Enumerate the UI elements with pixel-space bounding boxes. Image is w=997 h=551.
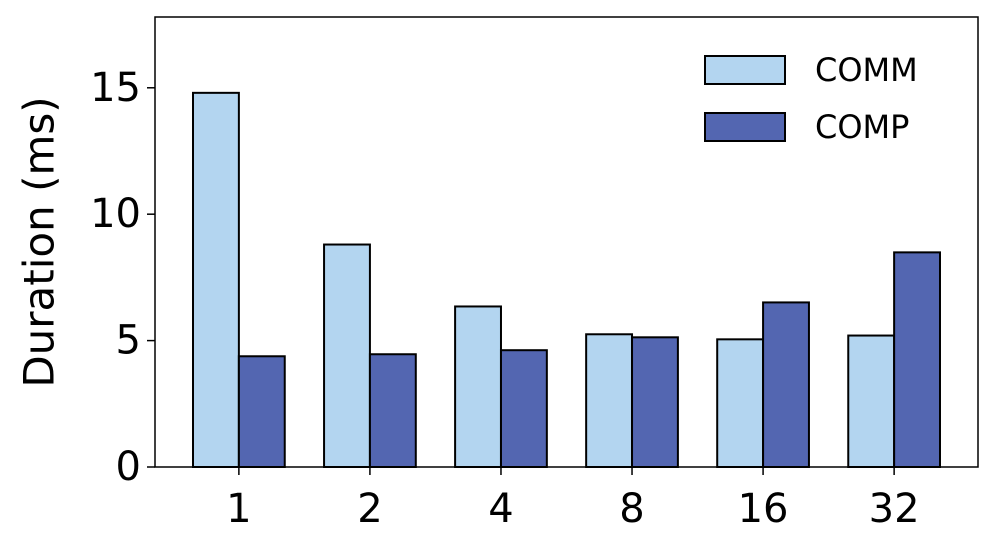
x-tick-label: 1 <box>226 486 251 532</box>
y-tick-label: 10 <box>90 191 141 237</box>
x-tick-label: 4 <box>488 486 513 532</box>
bar <box>192 91 240 469</box>
x-tick-label: 2 <box>357 486 382 532</box>
bar <box>893 251 941 468</box>
y-tick-label: 5 <box>116 318 141 364</box>
bar <box>499 349 548 468</box>
plot-frame <box>154 16 979 468</box>
bar <box>454 305 502 468</box>
bar <box>585 333 634 468</box>
legend-swatch <box>704 55 786 85</box>
bar <box>847 334 896 469</box>
x-tick-label: 8 <box>619 486 644 532</box>
y-axis-label: Duration (ms) <box>15 96 64 387</box>
bar <box>368 353 417 468</box>
legend-label: COMP <box>815 108 909 146</box>
legend-swatch <box>704 112 786 142</box>
x-tick-label: 16 <box>738 486 789 532</box>
bar <box>323 243 371 468</box>
bar <box>762 301 810 469</box>
bar <box>716 338 765 468</box>
legend-label: COMM <box>815 51 918 89</box>
bar <box>631 336 679 468</box>
y-tick-label: 0 <box>116 444 141 490</box>
y-tick-label: 15 <box>90 65 141 111</box>
bar <box>237 355 286 468</box>
x-tick-label: 32 <box>869 486 920 532</box>
